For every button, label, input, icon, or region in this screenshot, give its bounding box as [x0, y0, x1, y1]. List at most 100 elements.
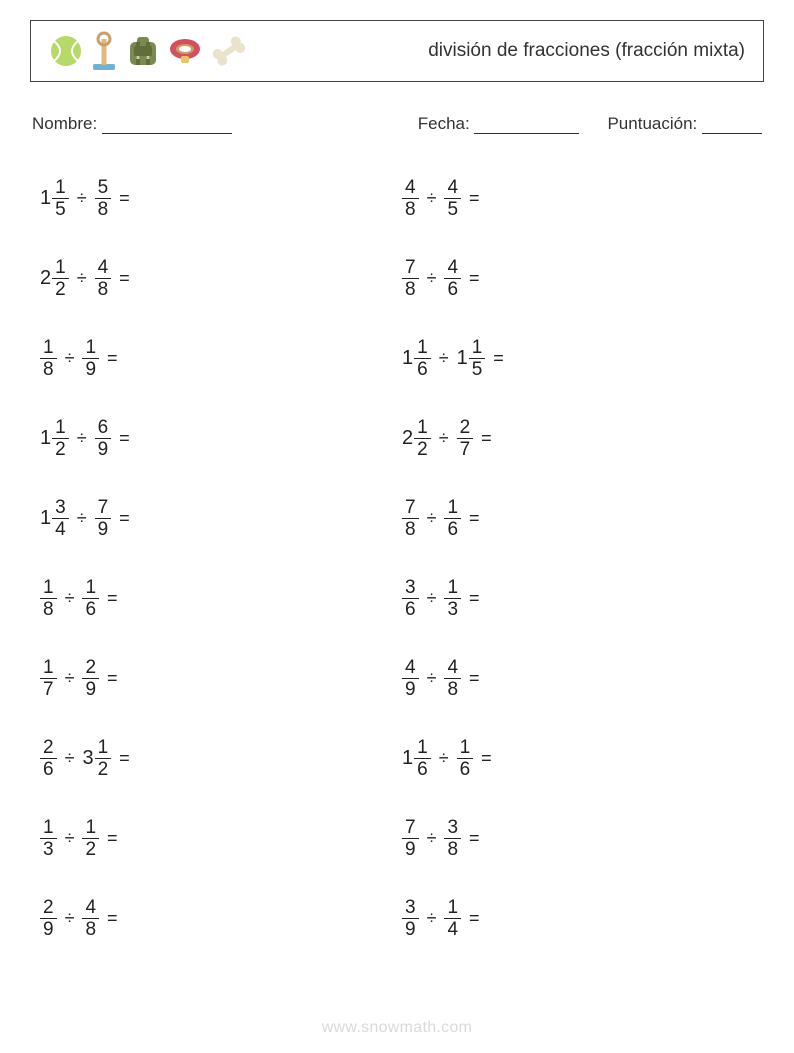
equals: =: [469, 588, 480, 609]
equals: =: [469, 828, 480, 849]
problem: 18÷16=: [40, 572, 402, 624]
denominator: 6: [82, 598, 99, 619]
numerator: 7: [402, 818, 419, 838]
numerator: 1: [414, 418, 431, 438]
numerator: 4: [402, 658, 419, 678]
numerator: 2: [40, 738, 57, 758]
numerator: 1: [40, 338, 57, 358]
fraction: 27: [457, 418, 474, 459]
fraction: 58: [95, 178, 112, 219]
numerator: 1: [82, 338, 99, 358]
problem: 116÷115=: [402, 332, 764, 384]
denominator: 8: [444, 678, 461, 699]
operator: ÷: [77, 428, 87, 449]
fraction: 46: [444, 258, 461, 299]
operator: ÷: [77, 508, 87, 529]
denominator: 4: [52, 518, 69, 539]
equals: =: [119, 188, 130, 209]
operator: ÷: [439, 428, 449, 449]
operator: ÷: [439, 348, 449, 369]
problem: 18÷19=: [40, 332, 402, 384]
denominator: 8: [40, 358, 57, 379]
numerator: 4: [82, 898, 99, 918]
equals: =: [107, 908, 118, 929]
numerator: 2: [457, 418, 474, 438]
fraction: 45: [444, 178, 461, 219]
date-label: Fecha:: [418, 114, 470, 133]
denominator: 8: [40, 598, 57, 619]
collar-icon: [167, 36, 203, 66]
problem: 212÷48=: [40, 252, 402, 304]
fraction: 34: [52, 498, 69, 539]
equals: =: [107, 668, 118, 689]
denominator: 7: [40, 678, 57, 699]
fraction: 16: [82, 578, 99, 619]
fraction: 78: [402, 258, 419, 299]
problem: 13÷12=: [40, 812, 402, 864]
numerator: 4: [444, 178, 461, 198]
fraction: 79: [95, 498, 112, 539]
denominator: 5: [469, 358, 486, 379]
whole-number: 1: [402, 747, 413, 770]
denominator: 9: [402, 678, 419, 699]
numerator: 7: [402, 258, 419, 278]
score-blank[interactable]: [702, 115, 762, 134]
operator: ÷: [77, 188, 87, 209]
equals: =: [107, 588, 118, 609]
stand-icon: [89, 31, 119, 71]
denominator: 6: [414, 358, 431, 379]
denominator: 3: [444, 598, 461, 619]
denominator: 6: [414, 758, 431, 779]
numerator: 1: [52, 258, 69, 278]
equals: =: [107, 828, 118, 849]
problem: 48÷45=: [402, 172, 764, 224]
problem: 116÷16=: [402, 732, 764, 784]
operator: ÷: [65, 668, 75, 689]
problem: 49÷48=: [402, 652, 764, 704]
fraction: 12: [82, 818, 99, 859]
numerator: 2: [82, 658, 99, 678]
numerator: 1: [444, 578, 461, 598]
operator: ÷: [77, 268, 87, 289]
equals: =: [493, 348, 504, 369]
backpack-icon: [125, 33, 161, 69]
denominator: 8: [95, 278, 112, 299]
numerator: 1: [40, 818, 57, 838]
operator: ÷: [427, 908, 437, 929]
fraction: 48: [95, 258, 112, 299]
numerator: 1: [414, 738, 431, 758]
fraction: 78: [402, 498, 419, 539]
equals: =: [107, 348, 118, 369]
header-icons: [49, 31, 249, 71]
equals: =: [481, 428, 492, 449]
bone-icon: [209, 31, 249, 71]
date-blank[interactable]: [474, 115, 579, 134]
fraction: 79: [402, 818, 419, 859]
equals: =: [119, 748, 130, 769]
numerator: 1: [444, 898, 461, 918]
denominator: 2: [52, 438, 69, 459]
equals: =: [469, 508, 480, 529]
problem: 78÷16=: [402, 492, 764, 544]
fraction: 39: [402, 898, 419, 939]
fraction: 12: [52, 258, 69, 299]
denominator: 6: [402, 598, 419, 619]
name-blank[interactable]: [102, 115, 232, 134]
worksheet-title: división de fracciones (fracción mixta): [428, 40, 745, 62]
numerator: 3: [444, 818, 461, 838]
operator: ÷: [427, 588, 437, 609]
fraction: 14: [444, 898, 461, 939]
denominator: 6: [444, 278, 461, 299]
problem: 29÷48=: [40, 892, 402, 944]
fraction: 17: [40, 658, 57, 699]
operator: ÷: [65, 908, 75, 929]
numerator: 4: [444, 658, 461, 678]
denominator: 5: [52, 198, 69, 219]
numerator: 3: [402, 898, 419, 918]
equals: =: [469, 188, 480, 209]
numerator: 6: [95, 418, 112, 438]
denominator: 8: [402, 278, 419, 299]
problems-grid: 115÷58=48÷45=212÷48=78÷46=18÷19=116÷115=…: [30, 172, 764, 944]
operator: ÷: [65, 828, 75, 849]
denominator: 6: [457, 758, 474, 779]
